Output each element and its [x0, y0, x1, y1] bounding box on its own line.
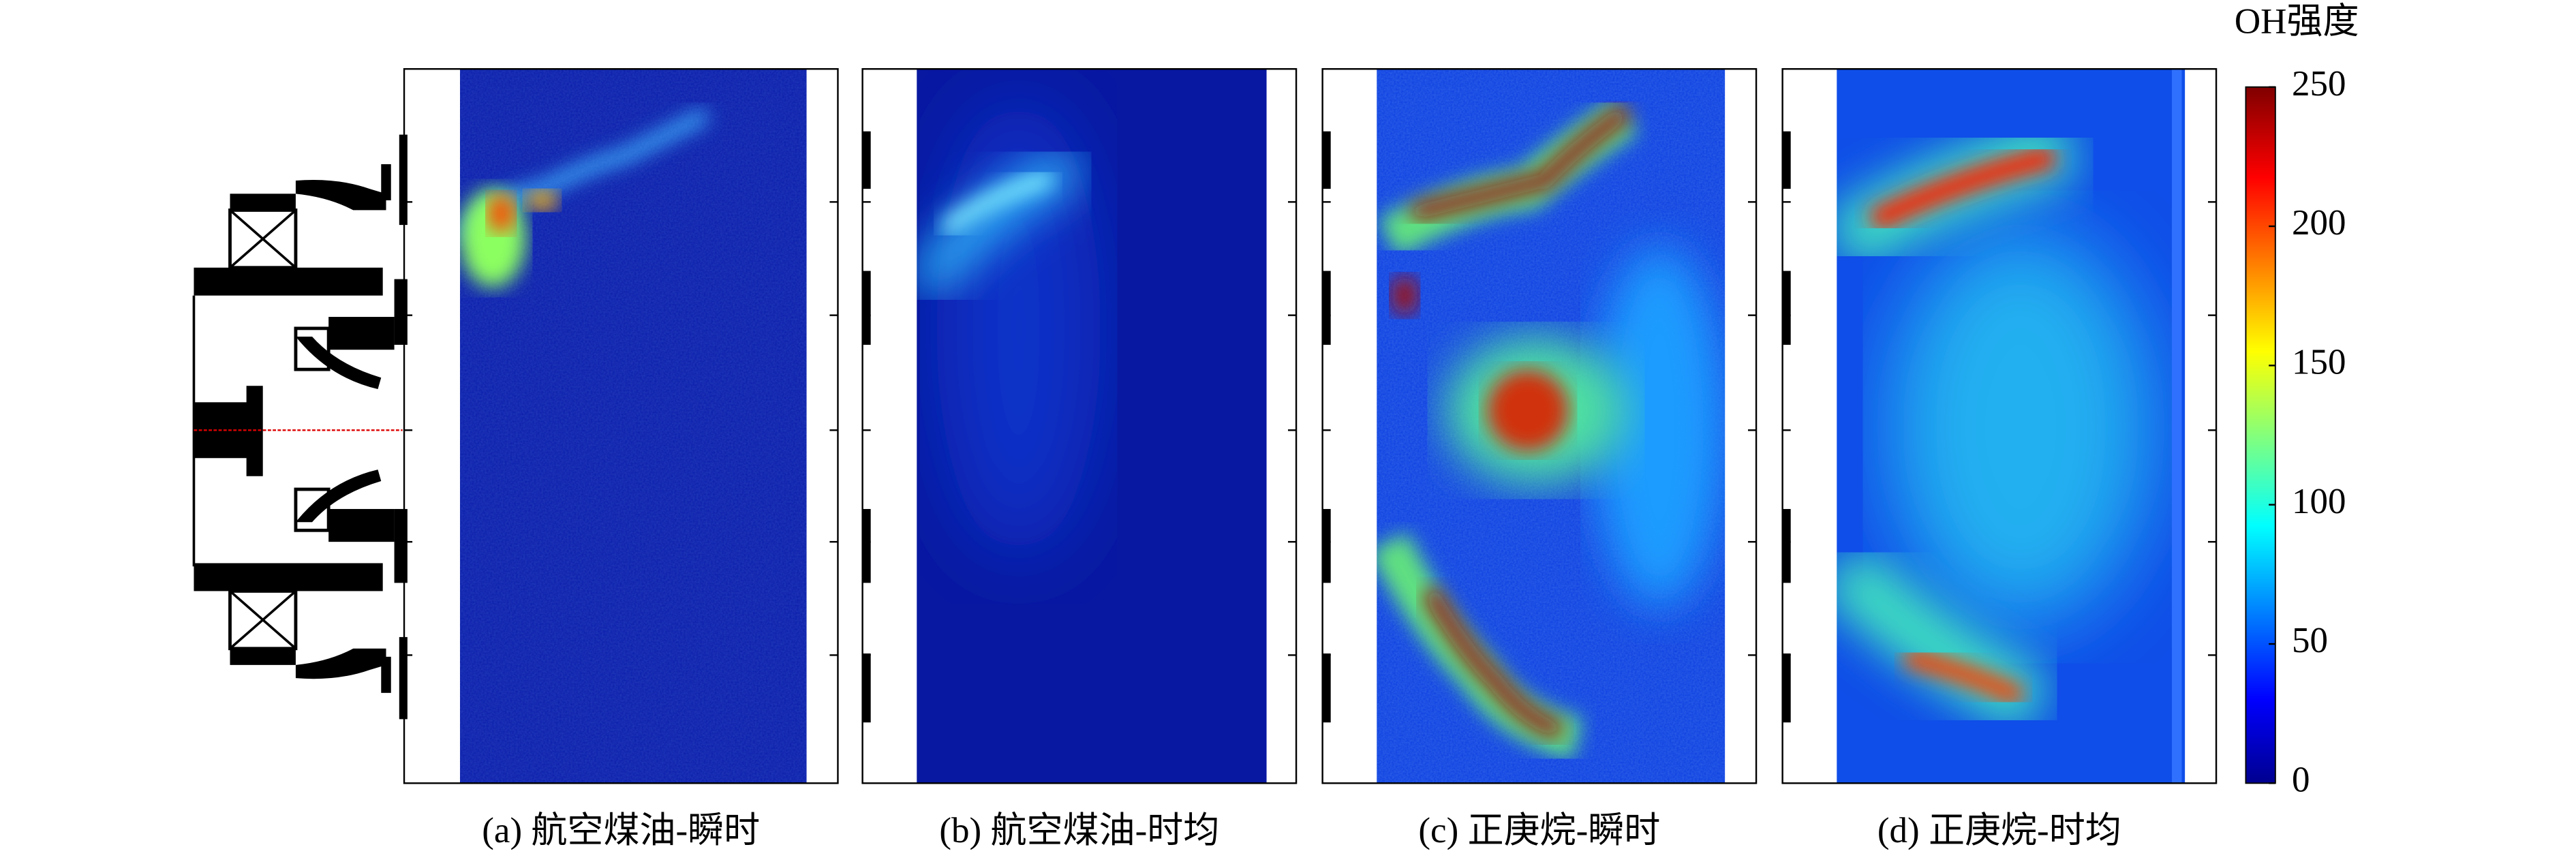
colorbar-tick-label: 0	[2292, 760, 2310, 800]
wall-segment	[1782, 508, 1791, 583]
panel-frame	[861, 67, 1298, 784]
panel-caption: (a) 航空煤油-瞬时	[482, 811, 760, 850]
panel-frame	[1321, 67, 1758, 784]
oh-image-c	[1377, 69, 1726, 784]
wall-segment	[862, 271, 871, 345]
wall-segment	[862, 653, 871, 723]
colorbar-tick-label: 50	[2292, 621, 2328, 660]
colorbar-label: OH强度	[2235, 1, 2359, 41]
oh-image-a	[460, 69, 807, 784]
colorbar	[2245, 86, 2276, 784]
panel-caption: (d) 正庚烷-时均	[1877, 811, 2121, 850]
combustor-schematic	[192, 134, 408, 720]
wall-segment	[862, 131, 871, 189]
colorbar-tick-label: 100	[2292, 482, 2346, 521]
panel-caption: (b) 航空煤油-时均	[939, 811, 1219, 850]
panel-frame	[1781, 67, 2218, 784]
wall-segment	[1782, 271, 1791, 345]
wall-segment	[1782, 131, 1791, 189]
panel-frame	[403, 67, 839, 784]
wall-segment	[1782, 653, 1791, 723]
oh-image-b	[917, 69, 1267, 784]
colorbar-tick-label: 250	[2292, 64, 2346, 104]
oh-image-d	[1837, 69, 2186, 784]
wall-segment	[1322, 508, 1331, 583]
wall-segment	[862, 508, 871, 583]
wall-segment	[1322, 131, 1331, 189]
panel-caption: (c) 正庚烷-瞬时	[1418, 811, 1660, 850]
colorbar-tick-label: 200	[2292, 203, 2346, 243]
wall-segment	[1322, 653, 1331, 723]
wall-segment	[1322, 271, 1331, 345]
colorbar-tick-label: 150	[2292, 343, 2346, 382]
